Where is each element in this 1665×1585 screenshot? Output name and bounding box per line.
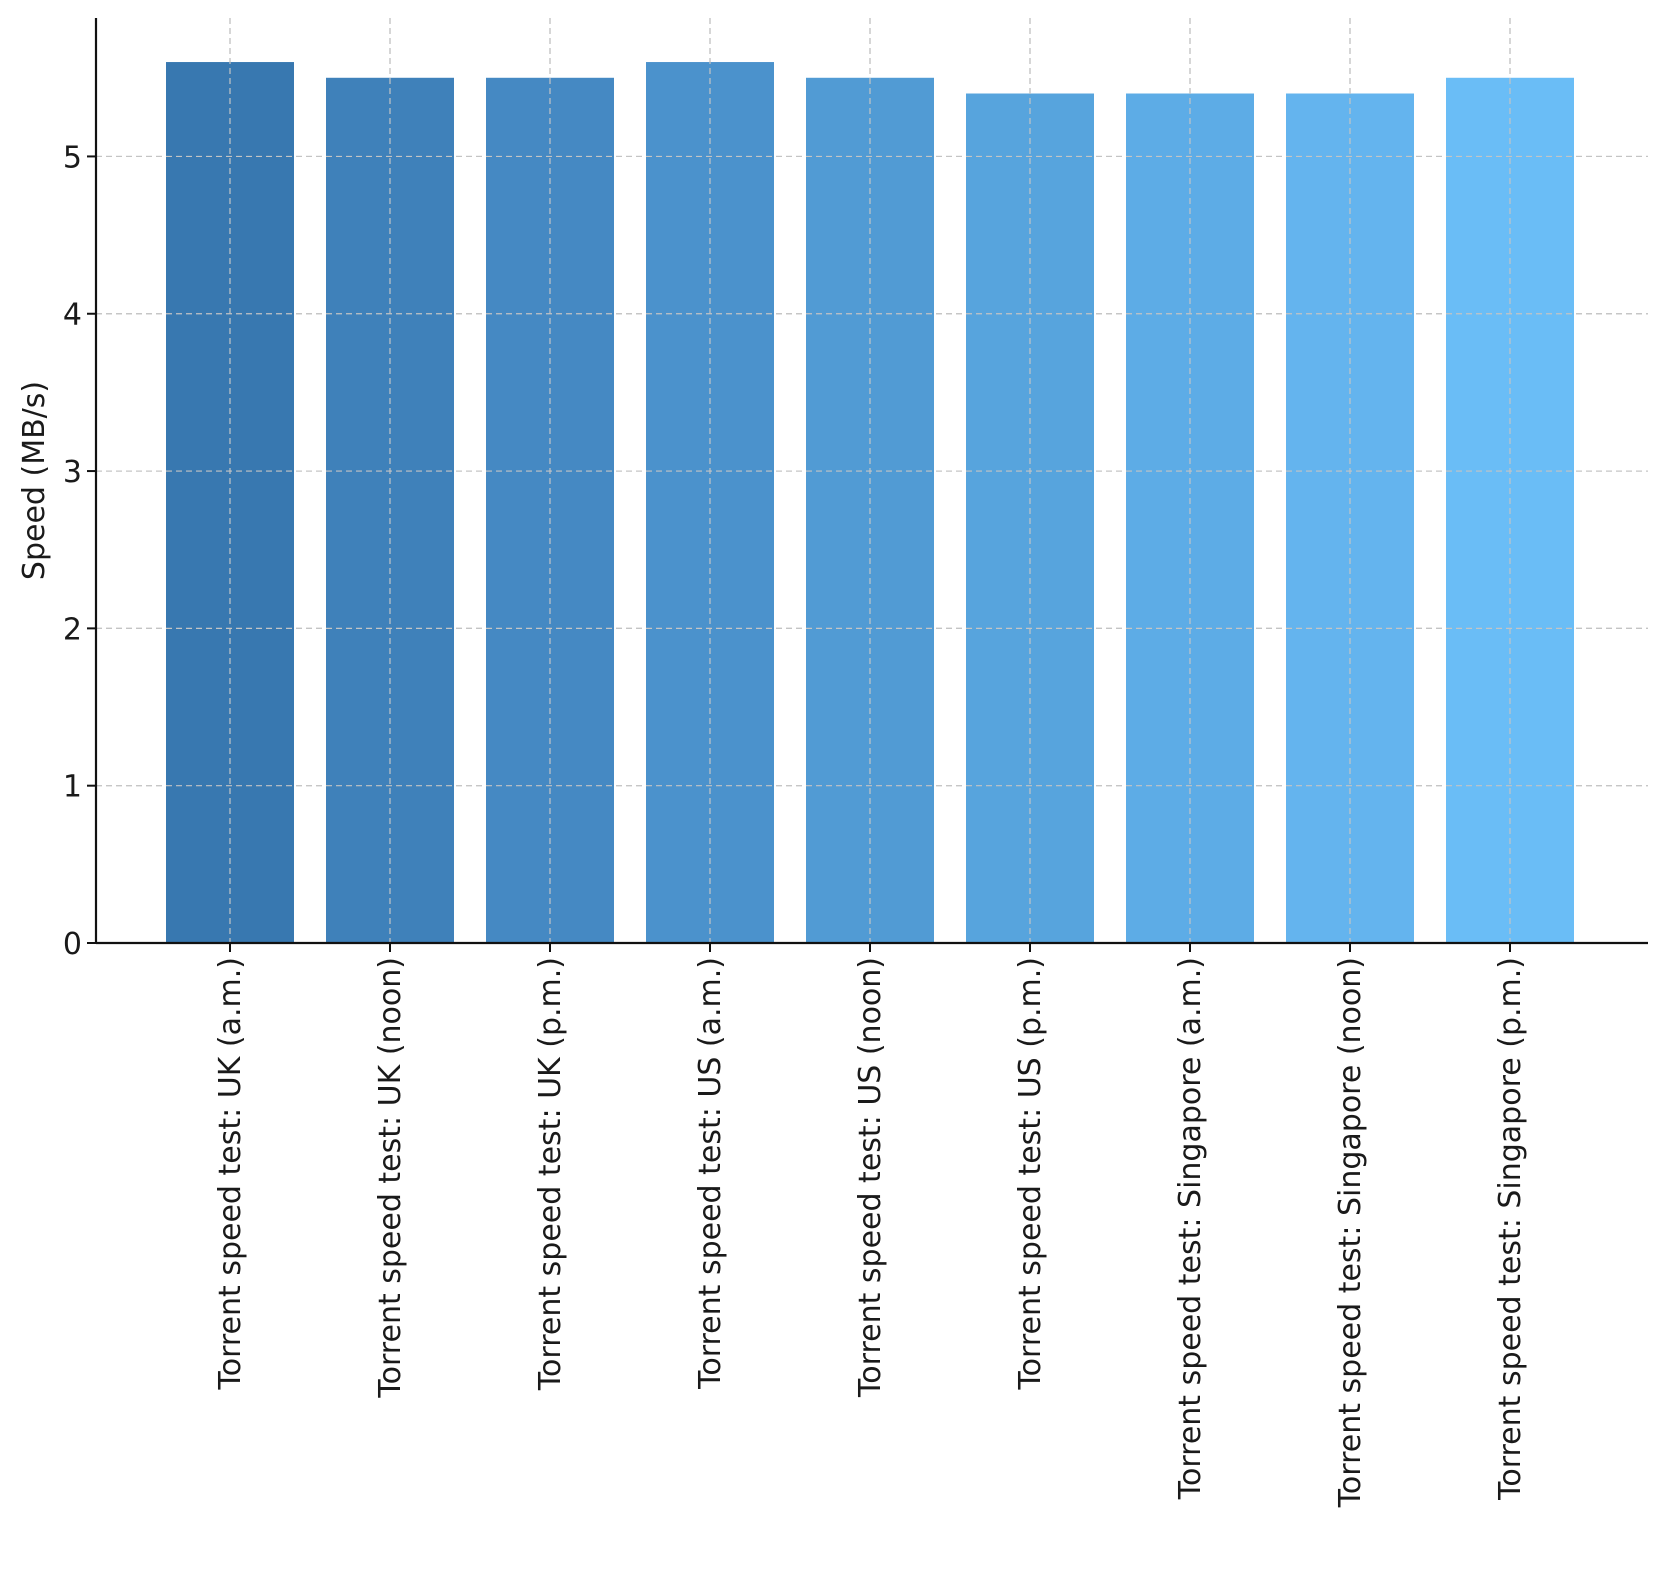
gridlines-over-bars xyxy=(96,18,1648,943)
x-tick-label: Torrent speed test: US (noon) xyxy=(853,957,888,1398)
x-tick-label: Torrent speed test: Singapore (noon) xyxy=(1333,957,1368,1508)
y-tick-label: 5 xyxy=(63,140,82,175)
y-tick-label: 2 xyxy=(63,612,82,647)
x-tick-label: Torrent speed test: Singapore (p.m.) xyxy=(1493,957,1528,1501)
y-tick-label: 4 xyxy=(63,298,82,333)
x-tick-label: Torrent speed test: UK (noon) xyxy=(373,957,408,1399)
x-axis-ticks: Torrent speed test: UK (a.m.) Torrent spe… xyxy=(213,943,1528,1508)
y-tick-label: 1 xyxy=(63,770,82,805)
y-axis-ticks: 0 1 2 3 4 5 xyxy=(63,140,96,962)
x-tick-label: Torrent speed test: Singapore (a.m.) xyxy=(1173,957,1208,1500)
x-tick-label: Torrent speed test: US (a.m.) xyxy=(693,957,728,1390)
axes xyxy=(94,18,1648,945)
y-tick-label: 3 xyxy=(63,455,82,490)
x-tick-label: Torrent speed test: UK (a.m.) xyxy=(213,957,248,1391)
x-tick-label: Torrent speed test: US (p.m.) xyxy=(1013,957,1048,1391)
x-tick-label: Torrent speed test: UK (p.m.) xyxy=(533,957,568,1391)
y-tick-label: 0 xyxy=(63,927,82,962)
y-axis-title: Speed (MB/s) xyxy=(17,381,52,580)
